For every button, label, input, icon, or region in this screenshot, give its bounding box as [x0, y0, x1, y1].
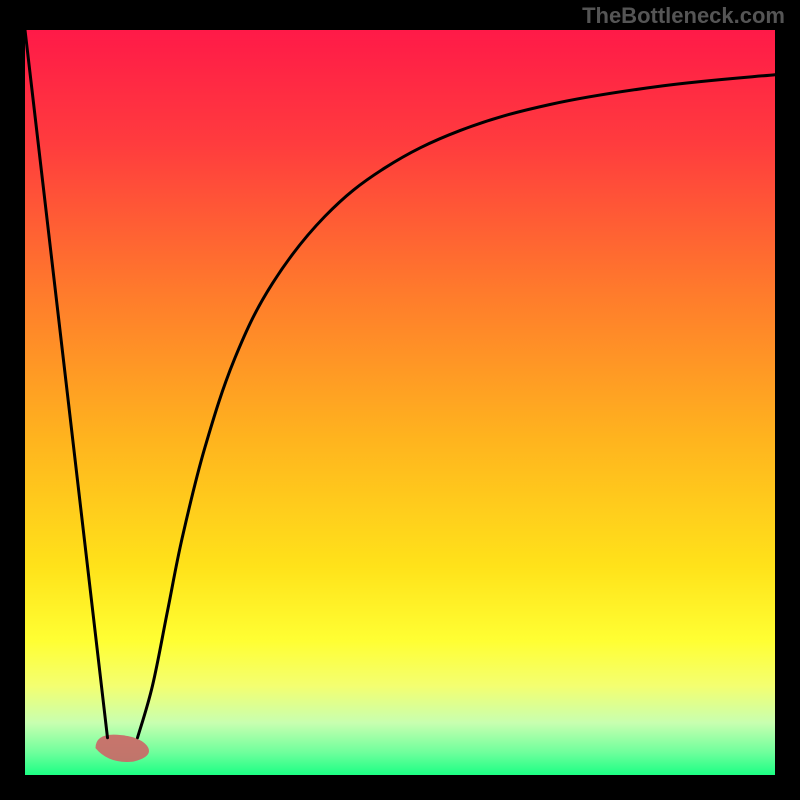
chart-frame: TheBottleneck.com	[0, 0, 800, 800]
plot-area	[25, 30, 775, 775]
curve-layer	[25, 30, 775, 775]
watermark-text: TheBottleneck.com	[582, 3, 785, 29]
right-recovery-curve	[138, 75, 776, 738]
left-dip-line	[25, 30, 108, 738]
bottleneck-marker	[96, 735, 150, 762]
